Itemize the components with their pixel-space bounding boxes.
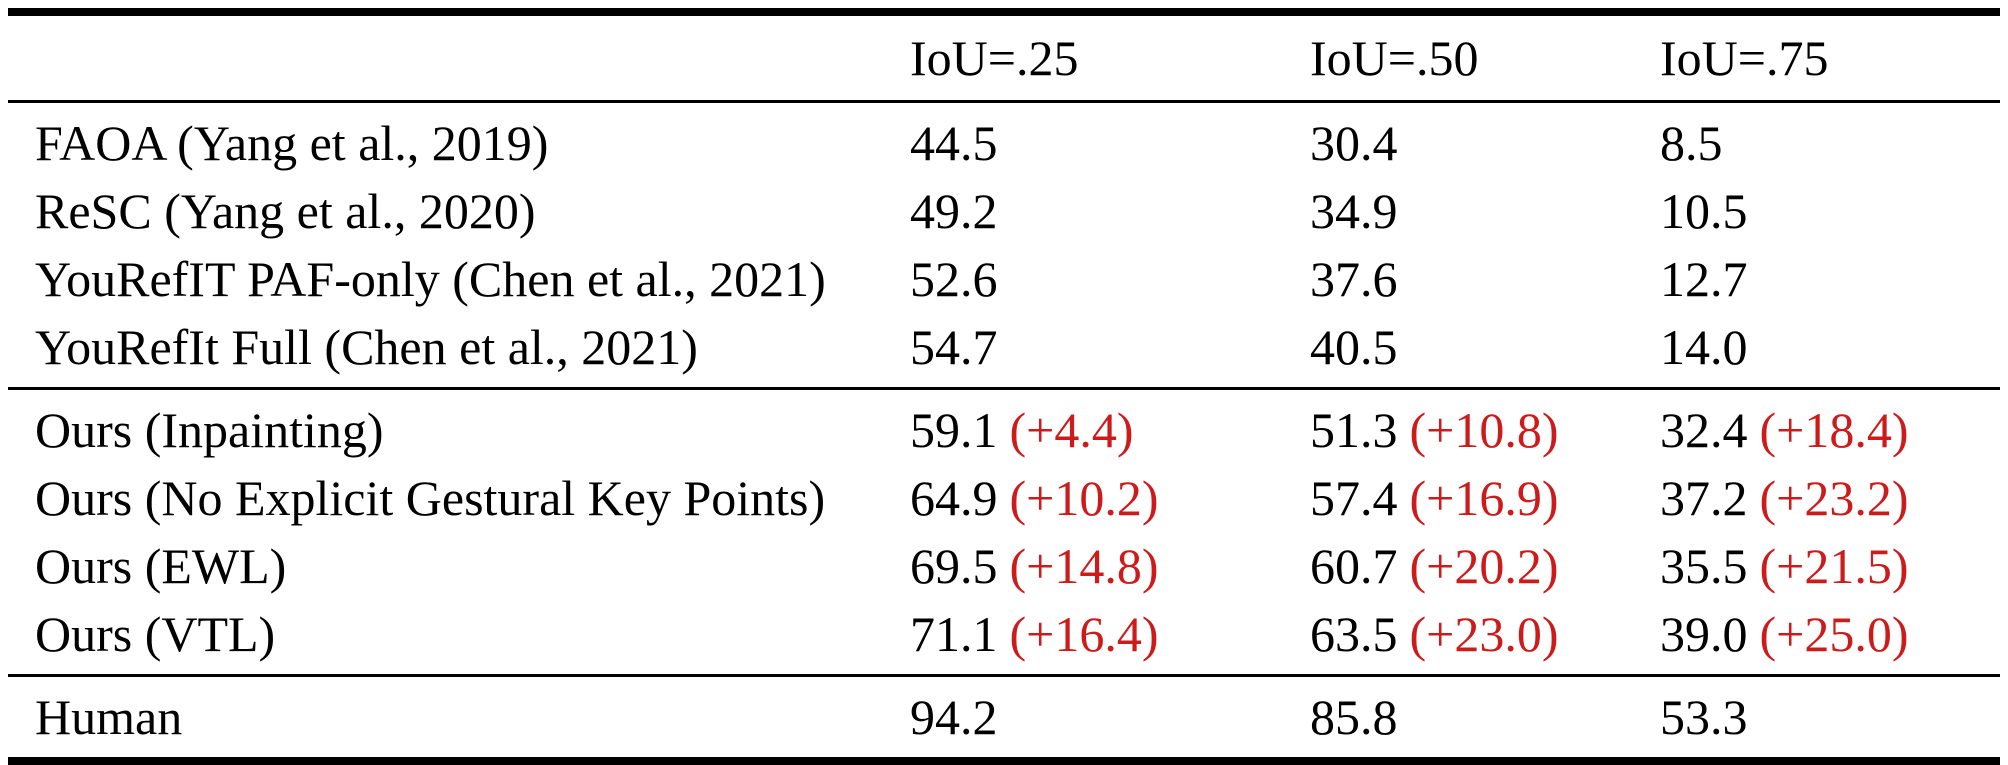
baseline-section: FAOA (Yang et al., 2019) 44.5 30.4 8.5 R…: [0, 103, 2008, 387]
method-name: FAOA (Yang et al., 2019): [35, 115, 549, 171]
method-name: YouRefIT PAF-only (Chen et al., 2021): [35, 251, 826, 307]
score-iou50: 40.5: [1310, 319, 1398, 375]
score-delta: (+16.9): [1409, 470, 1559, 526]
score-iou50: 60.7 (+20.2): [1310, 532, 1660, 600]
human-section: Human 94.2 85.8 53.3: [0, 677, 2008, 757]
table-row: Ours (No Explicit Gestural Key Points) 6…: [0, 464, 2008, 532]
score-delta: (+18.4): [1759, 402, 1909, 458]
score-value: 39.0: [1660, 606, 1748, 662]
score-value: 35.5: [1660, 538, 1748, 594]
score-value: 69.5: [910, 538, 998, 594]
table-row: Ours (VTL) 71.1 (+16.4) 63.5 (+23.0) 39.0(…: [0, 600, 2008, 668]
score-delta: (+16.4): [1009, 606, 1159, 662]
score-iou50: 63.5 (+23.0): [1310, 600, 1660, 668]
score-value: 57.4: [1310, 470, 1398, 526]
table-row: Ours (EWL) 69.5 (+14.8) 60.7 (+20.2) 35.5(…: [0, 532, 2008, 600]
header-iou50: IoU=.50: [1310, 30, 1479, 86]
ours-section: Ours (Inpainting) 59.1 (+4.4) 51.3 (+10.8)…: [0, 390, 2008, 674]
score-iou75: 39.0 (+25.0): [1660, 600, 2008, 668]
method-name: Ours (EWL): [35, 538, 287, 594]
score-delta: (+23.0): [1409, 606, 1559, 662]
score-iou75: 12.7: [1660, 251, 1748, 307]
score-delta: (+21.5): [1759, 538, 1909, 594]
score-iou25: 94.2: [910, 689, 998, 745]
score-iou50: 34.9: [1310, 183, 1398, 239]
score-iou50: 85.8: [1310, 689, 1398, 745]
score-delta: (+20.2): [1409, 538, 1559, 594]
score-iou25: 71.1 (+16.4): [910, 600, 1310, 668]
section-divider-rule: [8, 387, 2000, 390]
header-iou25: IoU=.25: [910, 30, 1079, 86]
score-iou25: 64.9 (+10.2): [910, 464, 1310, 532]
score-delta: (+4.4): [1009, 402, 1134, 458]
section-divider-rule: [8, 674, 2000, 677]
score-value: 37.2: [1660, 470, 1748, 526]
score-delta: (+25.0): [1759, 606, 1909, 662]
score-delta: (+14.8): [1009, 538, 1159, 594]
header-iou75: IoU=.75: [1660, 30, 1829, 86]
table-row: FAOA (Yang et al., 2019) 44.5 30.4 8.5: [0, 109, 2008, 177]
score-iou25: 69.5 (+14.8): [910, 532, 1310, 600]
score-delta: (+23.2): [1759, 470, 1909, 526]
score-iou75: 53.3: [1660, 689, 1748, 745]
score-delta: (+10.8): [1409, 402, 1559, 458]
score-iou75: 10.5: [1660, 183, 1748, 239]
table-row: YouRefIt Full (Chen et al., 2021) 54.7 4…: [0, 313, 2008, 381]
score-delta: (+10.2): [1009, 470, 1159, 526]
score-value: 59.1: [910, 402, 998, 458]
score-iou75: 14.0: [1660, 319, 1748, 375]
score-value: 71.1: [910, 606, 998, 662]
method-name: Human: [35, 689, 183, 745]
header-divider-rule: [8, 100, 2000, 103]
score-value: 63.5: [1310, 606, 1398, 662]
score-iou50: 51.3 (+10.8): [1310, 396, 1660, 464]
score-iou25: 54.7: [910, 319, 998, 375]
score-iou25: 44.5: [910, 115, 998, 171]
score-value: 64.9: [910, 470, 998, 526]
score-value: 60.7: [1310, 538, 1398, 594]
score-iou25: 52.6: [910, 251, 998, 307]
score-iou75: 8.5: [1660, 115, 1723, 171]
method-name: Ours (No Explicit Gestural Key Points): [35, 470, 826, 526]
score-value: 51.3: [1310, 402, 1398, 458]
score-iou25: 49.2: [910, 183, 998, 239]
score-iou75: 32.4 (+18.4): [1660, 396, 2008, 464]
score-iou50: 57.4 (+16.9): [1310, 464, 1660, 532]
table-row: Human 94.2 85.8 53.3: [0, 683, 2008, 751]
method-name: Ours (VTL): [35, 606, 276, 662]
table-header-row: IoU=.25 IoU=.50 IoU=.75: [0, 16, 2008, 100]
method-name: Ours (Inpainting): [35, 402, 384, 458]
score-iou75: 37.2 (+23.2): [1660, 464, 2008, 532]
table-row: Ours (Inpainting) 59.1 (+4.4) 51.3 (+10.8)…: [0, 396, 2008, 464]
score-iou50: 30.4: [1310, 115, 1398, 171]
score-iou50: 37.6: [1310, 251, 1398, 307]
table-top-rule: [8, 8, 2000, 16]
table-row: YouRefIT PAF-only (Chen et al., 2021) 52…: [0, 245, 2008, 313]
score-iou25: 59.1 (+4.4): [910, 396, 1310, 464]
score-value: 32.4: [1660, 402, 1748, 458]
table-row: ReSC (Yang et al., 2020) 49.2 34.9 10.5: [0, 177, 2008, 245]
table-bottom-rule: [8, 757, 2000, 765]
method-name: ReSC (Yang et al., 2020): [35, 183, 536, 239]
method-name: YouRefIt Full (Chen et al., 2021): [35, 319, 698, 375]
score-iou75: 35.5 (+21.5): [1660, 532, 2008, 600]
